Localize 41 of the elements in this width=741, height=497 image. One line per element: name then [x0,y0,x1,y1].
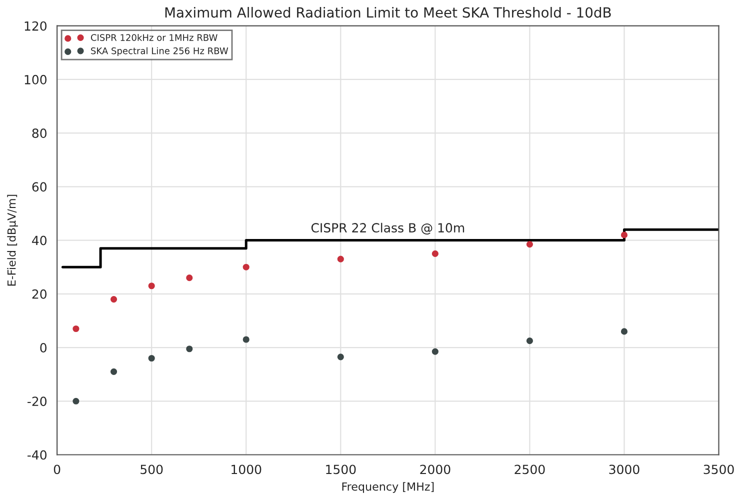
y-tick-label: -40 [28,450,47,460]
point [242,264,250,270]
point [526,241,534,248]
point [620,232,628,238]
point [432,250,438,257]
x-tick-label: 2500 [514,464,545,474]
point [110,296,118,303]
y-tick-label: 0 [40,343,47,352]
point [148,354,155,362]
y-axis-title: E-Field [dBμV/m] [7,194,18,286]
point [72,325,80,332]
point [110,368,118,375]
point [72,398,80,404]
x-tick-label: 1000 [232,464,262,474]
legend-label: CISPR 120kHz or 1MHz RBW [90,34,218,41]
y-tick-label: -20 [28,396,47,406]
point [337,256,344,262]
point [242,336,250,343]
point [337,354,344,360]
y-tick-label: 40 [32,236,47,246]
x-tick-label: 1500 [326,464,356,474]
annotation: CISPR 22 Class B @ 10m [311,222,464,235]
x-tick-label: 0 [54,464,60,474]
point [526,338,534,344]
y-tick-label: 80 [32,128,47,138]
point [148,282,155,290]
y-tick-label: 60 [32,182,47,192]
y-tick-label: 120 [24,21,47,31]
y-tick-label: 20 [32,289,47,299]
x-tick-label: 2000 [420,464,450,474]
x-tick-label: 3500 [704,464,734,474]
point [186,274,193,282]
point [186,346,193,352]
point [620,328,628,335]
x-tick-label: 500 [140,464,163,474]
y-tick-label: 100 [24,74,47,84]
x-axis-title: Frequency [MHz] [342,482,434,493]
x-tick-label: 3000 [609,464,640,474]
point [432,348,438,355]
chart-title: Maximum Allowed Radiation Limit to Meet SKA Threshold - 10dB [165,6,611,18]
legend-label: SKA Spectral Line 256 Hz RBW [91,47,228,56]
